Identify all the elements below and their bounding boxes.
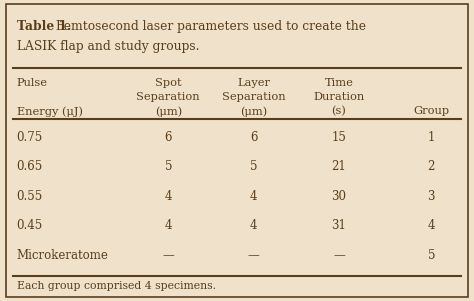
Text: 4: 4	[164, 190, 172, 203]
Text: 6: 6	[164, 131, 172, 144]
Text: Femtosecond laser parameters used to create the: Femtosecond laser parameters used to cre…	[56, 20, 366, 33]
Text: 1: 1	[428, 131, 435, 144]
Text: (μm): (μm)	[155, 106, 182, 116]
Text: 4: 4	[164, 219, 172, 232]
Text: (μm): (μm)	[240, 106, 267, 116]
Text: 31: 31	[331, 219, 346, 232]
Text: (s): (s)	[331, 106, 346, 116]
Text: 3: 3	[428, 190, 435, 203]
Text: —: —	[333, 249, 345, 262]
Text: 4: 4	[250, 190, 257, 203]
Text: Microkeratome: Microkeratome	[17, 249, 109, 262]
Text: 0.65: 0.65	[17, 160, 43, 173]
Text: LASIK flap and study groups.: LASIK flap and study groups.	[17, 40, 199, 53]
Text: Spot: Spot	[155, 78, 182, 88]
Text: 4: 4	[250, 219, 257, 232]
Text: 15: 15	[331, 131, 346, 144]
Text: 0.55: 0.55	[17, 190, 43, 203]
Text: 0.75: 0.75	[17, 131, 43, 144]
Text: Each group comprised 4 specimens.: Each group comprised 4 specimens.	[17, 281, 216, 290]
Text: Table 1.: Table 1.	[17, 20, 71, 33]
Text: 5: 5	[250, 160, 257, 173]
Text: Pulse: Pulse	[17, 78, 47, 88]
Text: 4: 4	[428, 219, 435, 232]
Text: 21: 21	[331, 160, 346, 173]
Text: Group: Group	[413, 106, 449, 116]
Text: Layer: Layer	[237, 78, 270, 88]
Text: —: —	[163, 249, 174, 262]
Text: 5: 5	[164, 160, 172, 173]
Text: Time: Time	[325, 78, 353, 88]
Text: 0.45: 0.45	[17, 219, 43, 232]
Text: Separation: Separation	[137, 92, 200, 102]
Text: 30: 30	[331, 190, 346, 203]
Text: 5: 5	[428, 249, 435, 262]
Text: Duration: Duration	[313, 92, 365, 102]
Text: 2: 2	[428, 160, 435, 173]
Text: 6: 6	[250, 131, 257, 144]
Text: Energy (μJ): Energy (μJ)	[17, 106, 82, 116]
Text: Separation: Separation	[222, 92, 285, 102]
Text: —: —	[248, 249, 259, 262]
